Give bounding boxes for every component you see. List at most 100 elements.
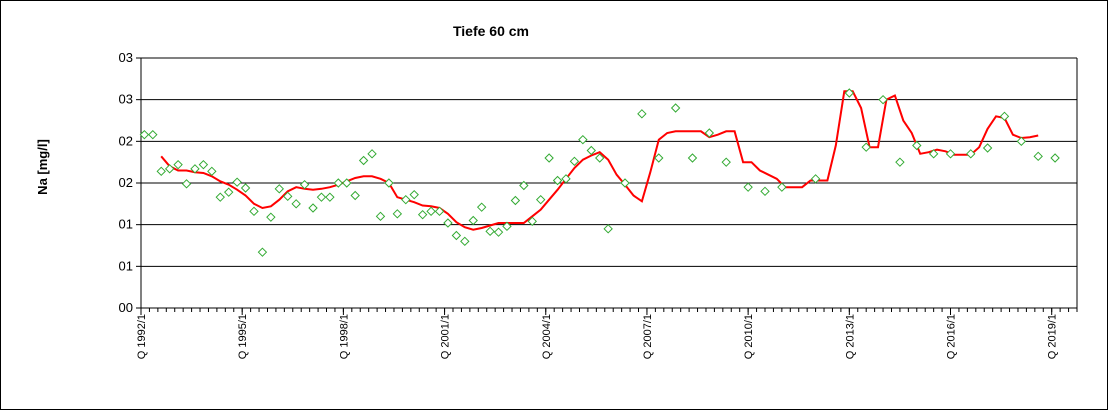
data-point (215, 192, 225, 202)
data-point (392, 209, 403, 219)
data-point (240, 183, 251, 193)
data-point (502, 221, 512, 232)
x-tick-label: Q 1995/1 (237, 314, 249, 359)
data-point (417, 209, 428, 220)
data-point (966, 149, 976, 159)
data-point (620, 178, 630, 188)
data-point (878, 94, 888, 105)
data-point (861, 142, 871, 152)
x-tick-label: Q 2007/1 (642, 314, 654, 359)
data-point (207, 166, 217, 177)
data-point (181, 179, 192, 189)
x-tick-label: Q 1998/1 (338, 314, 350, 359)
data-point (266, 212, 276, 222)
y-tick-label: 01 (119, 258, 133, 273)
data-point (443, 218, 453, 228)
data-point (654, 153, 664, 163)
data-point (493, 227, 504, 237)
data-point (670, 103, 681, 113)
y-tick-label: 03 (119, 92, 133, 107)
data-point (358, 155, 369, 166)
data-point (367, 149, 377, 159)
data-point (519, 180, 529, 191)
data-point (561, 174, 571, 184)
data-point (460, 236, 470, 247)
data-point (578, 134, 588, 145)
data-point (375, 211, 386, 222)
data-point (198, 159, 209, 170)
data-point (451, 230, 462, 241)
data-point (810, 174, 821, 184)
x-tick-label: Q 2013/1 (844, 314, 856, 359)
data-point (535, 194, 546, 205)
data-point (777, 182, 787, 192)
data-point (291, 199, 301, 209)
data-point (468, 215, 478, 226)
x-tick-label: Q 2001/1 (440, 314, 452, 359)
data-point (510, 195, 521, 206)
data-point (164, 164, 175, 174)
data-point (350, 190, 360, 201)
data-point (982, 143, 993, 153)
data-point (721, 157, 731, 167)
data-point (928, 149, 939, 159)
data-point (637, 109, 647, 119)
data-point (308, 203, 318, 213)
y-tick-label: 00 (119, 300, 133, 315)
data-point (173, 159, 183, 170)
data-point (299, 179, 310, 190)
x-tick-label: Q 2004/1 (541, 314, 553, 359)
data-point (544, 153, 554, 163)
data-point (384, 178, 394, 188)
data-point (409, 189, 419, 200)
data-point (434, 206, 445, 217)
data-point (586, 145, 596, 156)
data-point (190, 164, 200, 174)
data-point (527, 216, 537, 227)
data-point (1016, 136, 1027, 147)
y-tick-label: 02 (119, 133, 133, 148)
data-point (552, 175, 563, 186)
data-point (148, 129, 158, 140)
data-point (945, 149, 956, 159)
data-point (687, 153, 698, 163)
data-point (912, 140, 922, 151)
data-point (223, 187, 234, 197)
y-tick-label: 03 (119, 50, 133, 65)
y-tick-label: 02 (119, 175, 133, 190)
data-point (569, 156, 580, 167)
data-point (999, 111, 1010, 122)
data-point (1050, 153, 1060, 163)
data-point (760, 186, 770, 197)
y-tick-label: 01 (119, 217, 133, 232)
data-point (249, 206, 259, 217)
grid (141, 57, 1077, 309)
data-point (476, 202, 487, 212)
data-point (333, 178, 344, 188)
data-point (139, 129, 150, 140)
x-tick-label: Q 2016/1 (946, 314, 958, 359)
x-tick-label: Q 2019/1 (1047, 314, 1059, 359)
data-point (426, 206, 436, 217)
data-point (232, 177, 242, 187)
data-point (595, 153, 605, 163)
data-point (704, 128, 715, 138)
x-tick-label: Q 1992/1 (136, 314, 148, 359)
data-point (485, 226, 495, 237)
data-point (257, 247, 268, 257)
plot-area (139, 88, 1060, 257)
data-point (1033, 151, 1043, 162)
data-point (325, 192, 335, 202)
data-point (156, 166, 166, 177)
data-point (895, 157, 905, 167)
chart-title: Tiefe 60 cm (453, 23, 529, 39)
data-point (342, 178, 352, 188)
data-point (844, 88, 855, 98)
y-axis-label: Na [mg/l] (35, 139, 50, 195)
x-tick-label: Q 2010/1 (743, 314, 755, 359)
data-point (274, 184, 284, 194)
data-point (603, 224, 613, 234)
data-point (401, 194, 411, 205)
